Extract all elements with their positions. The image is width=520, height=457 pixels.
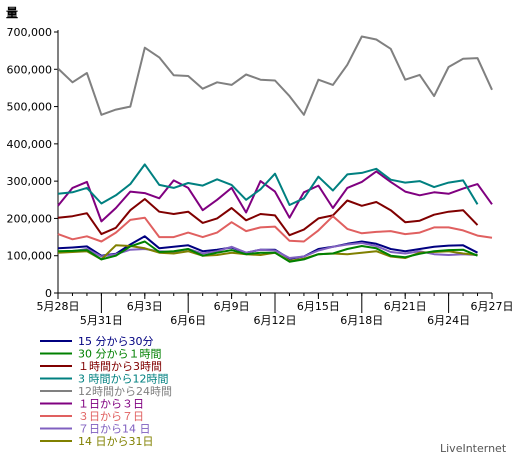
x-tick-label: 6月3日 <box>127 300 163 313</box>
series-line-4 <box>57 163 479 206</box>
legend-label: 12時間から24時間 <box>78 385 172 398</box>
y-tick-label: 0 <box>45 287 52 300</box>
x-tick-labels: 5月28日 6月3日 6月9日 6月15日 6月21日 6月27日 5月31日 6月6日 6月1… <box>37 300 514 327</box>
legend-label: 3 時間から12時間 <box>78 373 169 386</box>
series-line-3 <box>57 198 479 237</box>
legend-label: １日から３日 <box>78 398 144 411</box>
series-lines <box>57 35 493 263</box>
y-axis-title: 量 <box>6 6 18 20</box>
watermark: LiveInternet <box>440 442 507 455</box>
x-tick-label: 6月9日 <box>214 300 250 313</box>
axes <box>54 30 493 313</box>
series-line-2 <box>57 240 478 263</box>
x-tick-label: 6月15日 <box>297 300 340 313</box>
x-tick-label: 6月6日 <box>170 314 206 327</box>
x-tick-label: 6月12日 <box>254 314 297 327</box>
y-tick-label: 500,000 <box>7 101 53 114</box>
series-line-7 <box>57 215 493 243</box>
legend-label: ７日から14 日 <box>78 423 151 436</box>
series-line-6 <box>57 170 493 223</box>
x-tick-label: 6月24日 <box>427 314 470 327</box>
series-line-8 <box>57 242 478 259</box>
y-tick-label: 600,000 <box>7 63 53 76</box>
x-tick-label: 5月31日 <box>80 314 123 327</box>
x-tick-label: 6月27日 <box>471 300 514 313</box>
x-tick-label: 5月28日 <box>37 300 80 313</box>
legend-label: 15 分から30分 <box>78 335 154 348</box>
y-tick-label: 200,000 <box>7 212 53 225</box>
y-tick-label: 400,000 <box>7 138 53 151</box>
y-tick-label: 300,000 <box>7 175 53 188</box>
legend-label: １時間から3時間 <box>78 360 162 373</box>
legend-label: ３日から７日 <box>78 410 144 423</box>
y-tick-label: 700,000 <box>7 26 53 39</box>
legend-label: 30 分から１時間 <box>78 348 162 361</box>
x-tick-label: 6月18日 <box>340 314 383 327</box>
series-line-5 <box>57 35 493 116</box>
x-tick-label: 6月21日 <box>384 300 427 313</box>
y-tick-label: 100,000 <box>7 250 53 263</box>
legend-label: 14 日から31日 <box>78 435 154 448</box>
y-tick-labels: 700,000 600,000 500,000 400,000 300,000 200,0… <box>7 26 53 300</box>
